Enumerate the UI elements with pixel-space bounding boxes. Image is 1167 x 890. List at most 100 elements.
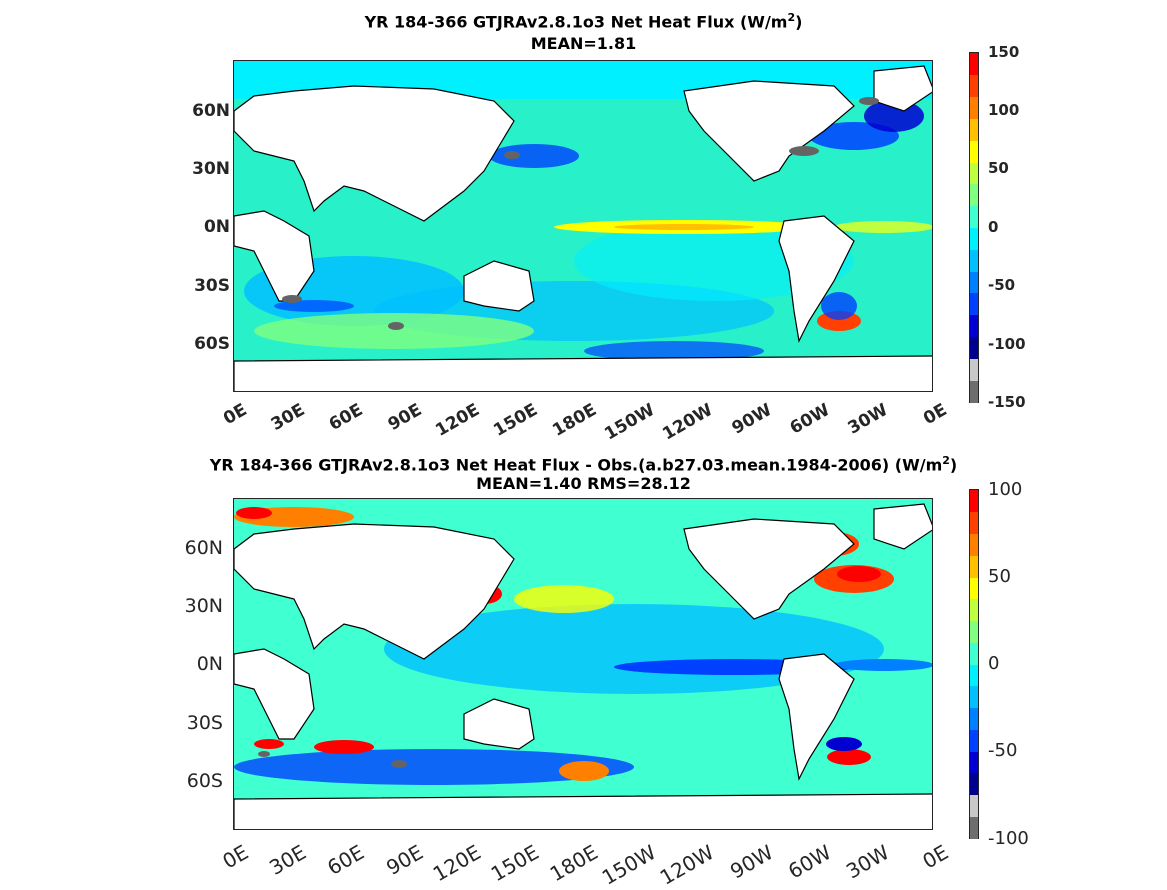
- bottom-lat-label-0n: 0N: [196, 653, 223, 675]
- antarctica: [234, 355, 932, 391]
- top-lon-label-3: 90E: [384, 400, 425, 435]
- colorbar-segment: [970, 53, 978, 76]
- equatorial-atlantic-band: [834, 221, 932, 233]
- bottom-map-title: YR 184-366 GTJRAv2.8.1o3 Net Heat Flux -…: [0, 451, 1167, 475]
- top-lon-label-2: 60E: [325, 400, 366, 435]
- top-lat-label-0n: 0N: [203, 217, 230, 237]
- barents-hot-spot: [236, 507, 272, 519]
- bottom-title-text: YR 184-366 GTJRAv2.8.1o3 Net Heat Flux -…: [209, 455, 943, 475]
- ice-patch-hudson: [789, 146, 819, 156]
- top-cb-label-0: 0: [988, 218, 999, 236]
- colorbar-segment: [970, 380, 978, 403]
- colorbar-segment: [970, 598, 978, 621]
- land-masses: [234, 503, 932, 829]
- gulf-stream-cooling-region: [809, 122, 899, 150]
- bottom-lon-label-12: 0E: [918, 840, 952, 874]
- bottom-lat-label-60n: 60N: [184, 537, 223, 559]
- colorbar-segment: [970, 140, 978, 163]
- top-colorbar: [969, 52, 979, 403]
- colorbar-segment: [970, 336, 978, 359]
- top-lat-label-30s: 30S: [194, 276, 230, 296]
- top-lon-label-5: 150E: [490, 400, 541, 441]
- top-lat-label-30n: 30N: [192, 159, 230, 179]
- agulhas-cool-band: [274, 300, 354, 312]
- top-cb-label-minus100: -100: [988, 335, 1026, 353]
- bottom-lon-label-6: 180E: [545, 840, 602, 887]
- top-lat-label-60s: 60S: [194, 334, 230, 354]
- colorbar-segment: [970, 74, 978, 98]
- top-lon-label-0: 0E: [219, 400, 250, 430]
- ice-patch-south-1: [282, 295, 302, 303]
- equatorial-atlantic-cool-band: [834, 659, 932, 671]
- south-pacific-warm-spot: [559, 761, 609, 781]
- top-title-superscript: 2: [787, 11, 796, 24]
- colorbar-segment: [970, 685, 978, 708]
- bottom-lon-label-11: 30W: [841, 840, 893, 884]
- southern-ocean-cool-band: [234, 749, 634, 785]
- land-masses: [234, 65, 932, 391]
- top-lon-label-6: 180E: [549, 400, 600, 441]
- colorbar-segment: [970, 751, 978, 774]
- australia: [463, 260, 535, 312]
- top-cb-label-50: 50: [988, 159, 1009, 177]
- ice-patch-south-2: [388, 322, 404, 330]
- bottom-cb-label-0: 0: [988, 653, 1000, 674]
- colorbar-segment: [970, 292, 978, 316]
- sea-ice-regions: [282, 97, 879, 330]
- bottom-lon-label-5: 150E: [486, 840, 543, 887]
- falklands-cooling-spot: [821, 292, 857, 320]
- greenland: [873, 65, 932, 112]
- gulf-stream-hot-spot: [837, 566, 881, 582]
- colorbar-segment: [970, 772, 978, 795]
- bottom-cb-label-100: 100: [988, 479, 1023, 500]
- colorbar-segment: [970, 664, 978, 687]
- top-map-title: YR 184-366 GTJRAv2.8.1o3 Net Heat Flux (…: [0, 8, 1167, 32]
- top-lon-label-7: 150W: [601, 400, 658, 445]
- australia: [463, 698, 535, 750]
- top-lat-label-60n: 60N: [192, 101, 230, 121]
- colorbar-segment: [970, 183, 978, 207]
- bottom-cb-label-minus50: -50: [988, 740, 1018, 761]
- ice-patch-okhotsk: [504, 151, 520, 159]
- ice-patch-baffin: [859, 97, 879, 105]
- top-lon-label-10: 60W: [786, 400, 833, 439]
- colorbar-segment: [970, 162, 978, 185]
- colorbar-segment: [970, 358, 978, 381]
- bottom-title-close: ): [949, 455, 958, 475]
- top-lon-label-9: 90W: [728, 400, 775, 439]
- bottom-lon-label-4: 120E: [428, 840, 485, 887]
- eurasia: [234, 523, 515, 660]
- colorbar-segment: [970, 314, 978, 338]
- colorbar-segment: [970, 729, 978, 752]
- bottom-lon-label-10: 60W: [783, 840, 835, 884]
- colorbar-segment: [970, 642, 978, 665]
- top-lon-label-1: 30E: [267, 400, 308, 435]
- top-lon-label-12: 0E: [919, 400, 950, 430]
- eurasia: [234, 85, 515, 222]
- colorbar-segment: [970, 620, 978, 643]
- bottom-cb-label-50: 50: [988, 566, 1011, 587]
- sea-ice-regions: [258, 751, 407, 768]
- southern-ocean-band: [254, 313, 534, 349]
- colorbar-segment: [970, 511, 978, 534]
- top-map-svg: [234, 61, 932, 391]
- africa: [234, 648, 315, 740]
- bottom-cb-label-minus100: -100: [988, 828, 1029, 849]
- equatorial-pacific-core: [614, 224, 754, 230]
- ice-patch-south-2: [258, 751, 270, 757]
- colorbar-segment: [970, 533, 978, 556]
- top-map-subtitle: MEAN=1.81: [530, 34, 637, 53]
- antarctica: [234, 793, 932, 829]
- colorbar-segment: [970, 96, 978, 119]
- bottom-map-panel: [233, 498, 933, 830]
- top-title-text: YR 184-366 GTJRAv2.8.1o3 Net Heat Flux (…: [364, 12, 788, 32]
- bottom-lon-label-8: 120W: [655, 840, 718, 890]
- colorbar-segment: [970, 577, 978, 600]
- colorbar-segment: [970, 205, 978, 228]
- falklands-cool-spot: [826, 737, 862, 751]
- colorbar-segment: [970, 227, 978, 250]
- bottom-lon-label-9: 90W: [725, 840, 777, 884]
- top-cb-label-150: 150: [988, 43, 1020, 61]
- top-cb-label-minus150: -150: [988, 393, 1026, 411]
- top-lon-label-4: 120E: [432, 400, 483, 441]
